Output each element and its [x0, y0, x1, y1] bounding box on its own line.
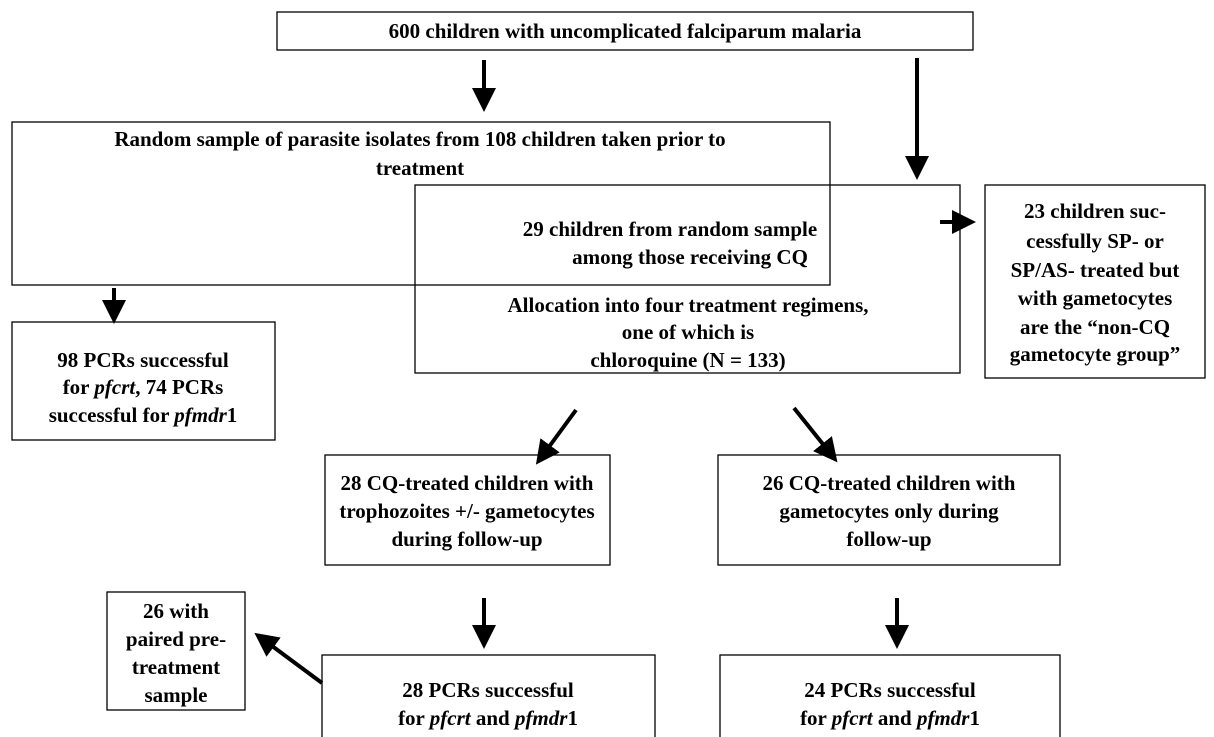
- node: 600 children with uncomplicated falcipar…: [276, 11, 974, 51]
- node-box: [719, 654, 1061, 737]
- node-text: one of which is: [622, 320, 754, 344]
- text-segment: 1: [567, 706, 578, 730]
- node: 98 PCRs successful for pfcrt, 74 PCRs succ…: [11, 321, 276, 441]
- text-segment: 1: [969, 706, 980, 730]
- node-text: Random sample of parasite isolates from …: [114, 127, 725, 151]
- node-text: 600 children with uncomplicated falcipar…: [389, 19, 862, 43]
- text-segment: pfmdr: [172, 403, 227, 427]
- text-segment: pfmdr: [915, 706, 970, 730]
- text-segment: for: [800, 706, 832, 730]
- node: 28 CQ-treated children with trophozoites …: [324, 454, 611, 566]
- node-text: 28 CQ-treated children with: [341, 471, 594, 495]
- node-text: are the “non-CQ: [1020, 315, 1170, 339]
- node-text: during follow-up: [391, 527, 542, 551]
- node-box: [276, 11, 974, 51]
- node-text: Allocation into four treatment regimens,: [507, 293, 868, 317]
- node-text: 29 children from random sample: [523, 217, 817, 241]
- node-text: gametocyte group”: [1010, 342, 1181, 366]
- text-segment: and: [873, 706, 917, 730]
- node-text: paired pre-: [126, 627, 226, 651]
- node-text: treatment: [132, 655, 220, 679]
- node-text: for pfcrt and pfmdr1: [800, 706, 980, 730]
- node-text: treatment: [376, 156, 464, 180]
- node-text: gametocytes only during: [779, 499, 999, 523]
- arrow: [535, 408, 578, 465]
- text-segment: 1: [227, 403, 238, 427]
- node-text: 26 CQ-treated children with: [763, 471, 1016, 495]
- text-segment: pfmdr: [513, 706, 568, 730]
- node-text: for pfcrt, 74 PCRs: [63, 375, 224, 399]
- text-segment: , 74 PCRs: [135, 375, 223, 399]
- node-text: trophozoites +/- gametocytes: [339, 499, 594, 523]
- arrow: [792, 406, 838, 463]
- node-text: cessfully SP- or: [1026, 229, 1164, 253]
- node: 29 children from random sample among thos…: [414, 184, 961, 374]
- text-segment: pfcrt: [830, 706, 874, 730]
- arrows: [102, 58, 976, 685]
- text-segment: successful for: [49, 403, 175, 427]
- node-box: [324, 454, 611, 566]
- node: 26 CQ-treated children with gametocytes o…: [717, 454, 1061, 566]
- node: Random sample of parasite isolates from …: [11, 121, 831, 286]
- text-segment: pfcrt: [92, 375, 136, 399]
- text-segment: pfcrt: [428, 706, 472, 730]
- node-box: [11, 321, 276, 441]
- node-box: [11, 121, 831, 286]
- node-text: sample: [145, 683, 208, 707]
- node-box: [984, 184, 1206, 379]
- node-text: successful for pfmdr1: [49, 403, 238, 427]
- node: 26 with paired pre-treatment sample: [106, 591, 246, 711]
- node-text: for pfcrt and pfmdr1: [398, 706, 578, 730]
- node-text: chloroquine (N = 133): [590, 348, 785, 372]
- text-segment: and: [471, 706, 515, 730]
- text-segment: for: [63, 375, 95, 399]
- node-text: 24 PCRs successful: [804, 678, 976, 702]
- node-box: [321, 654, 656, 737]
- node-text: follow-up: [846, 527, 931, 551]
- node-text: 23 children suc-: [1024, 199, 1166, 223]
- node-box: [414, 184, 961, 374]
- node-text: SP/AS- treated but: [1011, 258, 1180, 282]
- node-box: [106, 591, 246, 711]
- node: 23 children suc-cessfully SP- or SP/AS- t…: [984, 184, 1206, 379]
- node-text: with gametocytes: [1018, 286, 1173, 310]
- node-box: [717, 454, 1061, 566]
- arrow: [254, 632, 324, 685]
- node: 24 PCRs successful for pfcrt and pfmdr1: [719, 654, 1061, 737]
- text-segment: for: [398, 706, 430, 730]
- node-text: 98 PCRs successful: [57, 348, 229, 372]
- node-text: 26 with: [143, 599, 209, 623]
- node-text: 28 PCRs successful: [402, 678, 574, 702]
- node-text: among those receiving CQ: [572, 245, 808, 269]
- node: 28 PCRs successful for pfcrt and pfmdr1: [321, 654, 656, 737]
